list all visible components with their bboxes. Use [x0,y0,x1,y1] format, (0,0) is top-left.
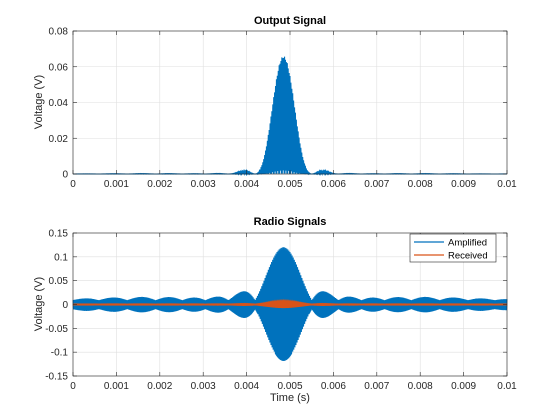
x-tick-label: 0.008 [408,381,433,392]
legend-box [409,233,497,263]
y-tick-label: -0.05 [45,324,68,335]
x-tick-label: 0.01 [497,381,517,392]
x-tick-label: 0.002 [147,179,172,190]
x-tick-label: 0.004 [234,179,259,190]
y-tick-label: 0.02 [49,134,69,145]
x-tick-label: 0.007 [364,179,389,190]
x-tick-label: 0.009 [451,179,476,190]
received-signal-line [72,298,508,309]
x-tick-label: 0.006 [321,179,346,190]
y-tick-label: 0.05 [49,276,69,287]
x-tick-label: 0.004 [234,381,259,392]
chart-title: Radio Signals [254,216,327,228]
x-tick-label: 0.01 [497,179,517,190]
x-tick-label: 0.005 [277,381,302,392]
x-tick-label: 0.008 [408,179,433,190]
x-ticks: 0 0.001 0.002 0.003 0.004 0.005 0.006 0.007 0.00… [70,233,517,392]
y-tick-label: -0.15 [45,372,68,383]
x-tick-label: 0.003 [191,179,216,190]
y-tick-label: 0.06 [49,62,69,73]
x-tick-label: 0 [70,381,76,392]
x-ticks: 0 0.001 0.002 0.003 0.004 0.005 0.006 0.007 0.00… [70,31,517,190]
y-axis-label: Voltage (V) [33,75,45,129]
legend-label-received: Received [448,251,488,262]
y-axis-label: Voltage (V) [33,277,45,331]
y-tick-label: 0.1 [54,252,68,263]
x-tick-label: 0.005 [277,179,302,190]
x-tick-label: 0.006 [321,381,346,392]
x-tick-label: 0.002 [147,381,172,392]
legend: Amplified Received [409,233,497,263]
y-tick-label: 0.04 [49,98,69,109]
y-tick-label: 0.08 [49,27,69,38]
amplified-signal-line [72,247,508,361]
chart-title: Output Signal [254,15,326,27]
plot-area [72,247,508,361]
y-ticks: -0.15 -0.1 -0.05 0 0.05 0.1 0.15 [45,229,507,383]
y-tick-label: 0 [62,300,68,311]
y-tick-label: 0 [62,170,68,181]
y-ticks: 0 0.02 0.04 0.06 0.08 [49,27,507,181]
y-tick-label: 0.15 [49,229,69,240]
x-tick-label: 0 [70,179,76,190]
radio-signals-axes: Radio Signals Voltage (V) Time (s) 0 0.00… [33,216,517,404]
x-tick-label: 0.001 [104,179,129,190]
legend-label-amplified: Amplified [448,238,487,249]
x-tick-label: 0.009 [451,381,476,392]
x-axis-label: Time (s) [270,392,310,404]
x-tick-label: 0.003 [191,381,216,392]
x-tick-label: 0.001 [104,381,129,392]
x-tick-label: 0.007 [364,381,389,392]
output-signal-axes: Output Signal Voltage (V) 0 0.001 0.002 0.0… [33,15,517,190]
y-tick-label: -0.1 [51,348,69,359]
